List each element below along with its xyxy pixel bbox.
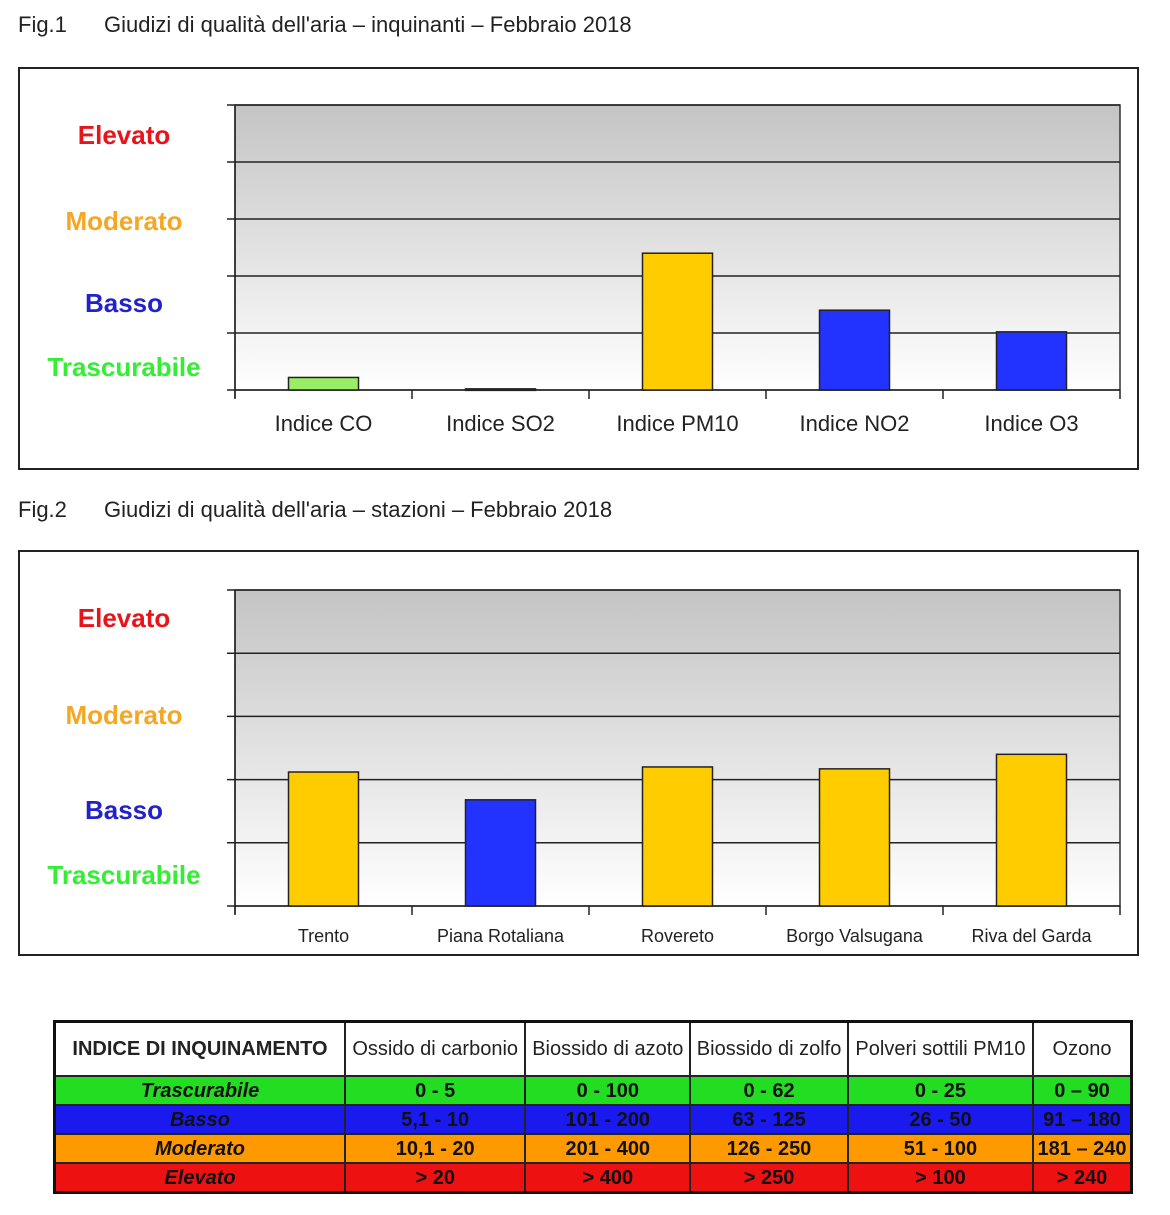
range-cell: 91 – 180 [1032,1104,1133,1135]
bar [464,799,537,907]
y-level-label: Moderato [66,206,183,236]
table-header-cell: Polveri sottili PM10 [846,1020,1035,1077]
level-cell: Moderato [53,1133,346,1164]
table-header-cell: INDICE DI INQUINAMENTO [53,1020,346,1077]
x-tick-label: Rovereto [641,926,714,946]
bar [641,252,714,391]
table-row: Elevato > 20 > 400 > 250 > 100 > 240 [53,1162,1133,1194]
bar [287,771,360,907]
x-tick-label: Indice PM10 [616,411,738,436]
figure-number: Fig.1 [18,12,67,37]
x-tick-label: Borgo Valsugana [786,926,924,946]
figure-caption-1: Fig.1 Giudizi di qualità dell'aria – inqu… [18,12,632,38]
range-cell: 51 - 100 [846,1133,1035,1164]
bar [464,388,537,392]
figure-caption-2: Fig.2 Giudizi di qualità dell'aria – staz… [18,497,612,523]
y-level-label: Elevato [78,603,171,633]
y-level-label: Basso [85,795,163,825]
y-level-label: Basso [85,288,163,318]
x-tick-label: Riva del Garda [971,926,1092,946]
range-cell: > 20 [343,1162,527,1194]
level-cell: Trascurabile [53,1075,346,1106]
bar [995,753,1068,907]
y-level-label: Moderato [66,700,183,730]
bar [641,766,714,907]
figure-title: Giudizi di qualità dell'aria – inquinant… [104,12,632,37]
range-cell: > 400 [524,1162,692,1194]
x-tick-label: Indice SO2 [446,411,555,436]
bar [818,309,891,391]
table-header-cell: Ossido di carbonio [343,1020,527,1077]
range-cell: 0 - 25 [846,1075,1035,1106]
range-cell: > 100 [846,1162,1035,1194]
range-cell: 0 - 62 [689,1075,849,1106]
y-level-label: Elevato [78,120,171,150]
range-cell: 0 – 90 [1032,1075,1133,1106]
y-level-label: Trascurabile [47,860,200,890]
table-header-cell: Ozono [1032,1020,1133,1077]
x-tick-label: Indice NO2 [799,411,909,436]
x-tick-label: Indice O3 [984,411,1078,436]
range-cell: 181 – 240 [1032,1133,1133,1164]
bar [287,376,360,391]
range-cell: 10,1 - 20 [343,1133,527,1164]
figure-title: Giudizi di qualità dell'aria – stazioni … [104,497,613,522]
y-level-label: Trascurabile [47,352,200,382]
table-header-cell: Biossido di azoto [524,1020,692,1077]
table-header-cell: Biossido di zolfo [689,1020,849,1077]
range-cell: 0 - 100 [524,1075,692,1106]
range-cell: 101 - 200 [524,1104,692,1135]
range-cell: 201 - 400 [524,1133,692,1164]
chart-stazioni: Trascurabile Basso Moderato Elevato Trento Pi… [47,589,1121,946]
level-cell: Basso [53,1104,346,1135]
x-tick-label: Indice CO [275,411,373,436]
chart-inquinanti: Trascurabile Basso Moderato Elevato Indice C… [47,104,1121,436]
range-cell: 26 - 50 [846,1104,1035,1135]
range-cell: > 250 [689,1162,849,1194]
table-row: Moderato 10,1 - 20 201 - 400 126 - 250 51 - … [53,1133,1133,1164]
table-header-row: INDICE DI INQUINAMENTO Ossido di carboni… [53,1020,1133,1077]
range-cell: 0 - 5 [343,1075,527,1106]
level-cell: Elevato [53,1162,346,1194]
range-cell: 5,1 - 10 [343,1104,527,1135]
table-row: Basso 5,1 - 10 101 - 200 63 - 125 26 - 50 91 … [53,1104,1133,1135]
bar [818,768,891,907]
x-tick-label: Piana Rotaliana [437,926,565,946]
pollution-index-table: INDICE DI INQUINAMENTO Ossido di carboni… [53,1020,1133,1194]
range-cell: 126 - 250 [689,1133,849,1164]
x-tick-label: Trento [298,926,349,946]
chart-frame-1: Trascurabile Basso Moderato Elevato Indice C… [18,67,1139,470]
figure-number: Fig.2 [18,497,67,522]
bar [995,331,1068,391]
range-cell: 63 - 125 [689,1104,849,1135]
range-cell: > 240 [1032,1162,1133,1194]
chart-frame-2: Trascurabile Basso Moderato Elevato Trento Pi… [18,550,1139,956]
